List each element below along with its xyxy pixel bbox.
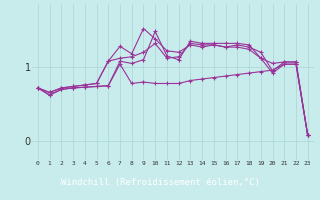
Text: Windchill (Refroidissement éolien,°C): Windchill (Refroidissement éolien,°C) bbox=[60, 178, 260, 186]
